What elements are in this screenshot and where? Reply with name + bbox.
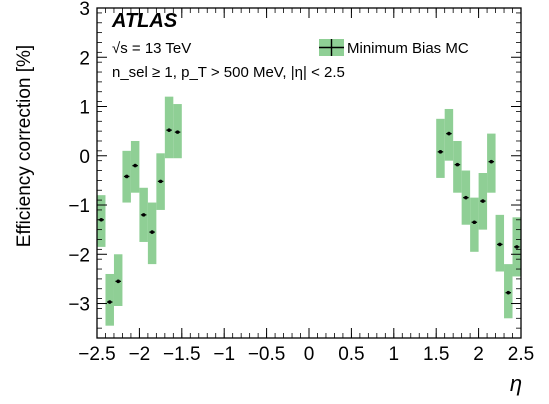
plot-frame bbox=[96, 7, 522, 339]
uncertainty-band bbox=[453, 140, 462, 193]
x-tick-label: −2 bbox=[129, 344, 151, 365]
data-point bbox=[158, 179, 163, 184]
data-point bbox=[141, 213, 146, 217]
uncertainty-band bbox=[436, 118, 445, 178]
x-tick-labels: −2.5 −2 −1.5 −1 −0.5 0 0.5 1 1.5 2 2.5 bbox=[78, 344, 534, 365]
y-tick-label: 0 bbox=[79, 147, 90, 168]
data-point bbox=[124, 174, 129, 179]
uncertainty-band bbox=[470, 197, 479, 252]
data-point bbox=[514, 245, 519, 249]
data-point bbox=[464, 195, 468, 200]
data-point bbox=[175, 130, 180, 134]
data-point bbox=[472, 220, 477, 225]
data-point bbox=[107, 300, 112, 304]
y-axis-title: Efficiency correction [%] bbox=[14, 45, 35, 247]
legend: Minimum Bias MC bbox=[319, 39, 469, 57]
y-tick-label: 3 bbox=[79, 0, 90, 20]
data-point bbox=[150, 230, 154, 234]
data-point bbox=[506, 290, 511, 295]
data-point bbox=[133, 163, 137, 168]
y-tick-labels: −3 −2 −1 0 1 2 3 bbox=[68, 0, 90, 316]
x-tick-label: 1.5 bbox=[423, 344, 449, 365]
data-point bbox=[167, 128, 171, 132]
x-tick-label: −2.5 bbox=[78, 344, 116, 365]
data-point bbox=[116, 279, 120, 284]
data-point bbox=[498, 242, 502, 247]
y-tick-label: −1 bbox=[68, 196, 90, 217]
data-point bbox=[489, 159, 494, 164]
uncertainty-band bbox=[164, 96, 174, 159]
x-tick-label: −1.5 bbox=[163, 344, 201, 365]
legend-label-minimum-bias: Minimum Bias MC bbox=[347, 40, 469, 57]
data-point bbox=[455, 162, 460, 167]
uncertainty-bands bbox=[97, 96, 521, 326]
selection-label: n_sel ≥ 1, p_T > 500 MeV, |η| < 2.5 bbox=[112, 64, 345, 81]
y-tick-label: 2 bbox=[79, 48, 90, 69]
x-axis-title: η bbox=[510, 371, 522, 396]
uncertainty-band bbox=[105, 273, 114, 326]
data-point bbox=[438, 150, 443, 154]
x-tick-label: −1 bbox=[213, 344, 235, 365]
x-tick-label: 2 bbox=[473, 344, 484, 365]
y-tick-label: 1 bbox=[79, 98, 90, 119]
data-point bbox=[447, 131, 451, 136]
x-tick-label: 0 bbox=[304, 344, 315, 365]
x-tick-label: −0.5 bbox=[248, 344, 286, 365]
energy-label: √s = 13 TeV bbox=[112, 40, 191, 57]
x-tick-label: 0.5 bbox=[338, 344, 364, 365]
x-tick-label: 1 bbox=[389, 344, 400, 365]
data-point bbox=[481, 199, 485, 203]
y-tick-label: −3 bbox=[68, 295, 90, 316]
x-tick-label: 2.5 bbox=[508, 344, 534, 365]
y-tick-label: −2 bbox=[68, 245, 90, 266]
experiment-label: ATLAS bbox=[111, 10, 178, 32]
